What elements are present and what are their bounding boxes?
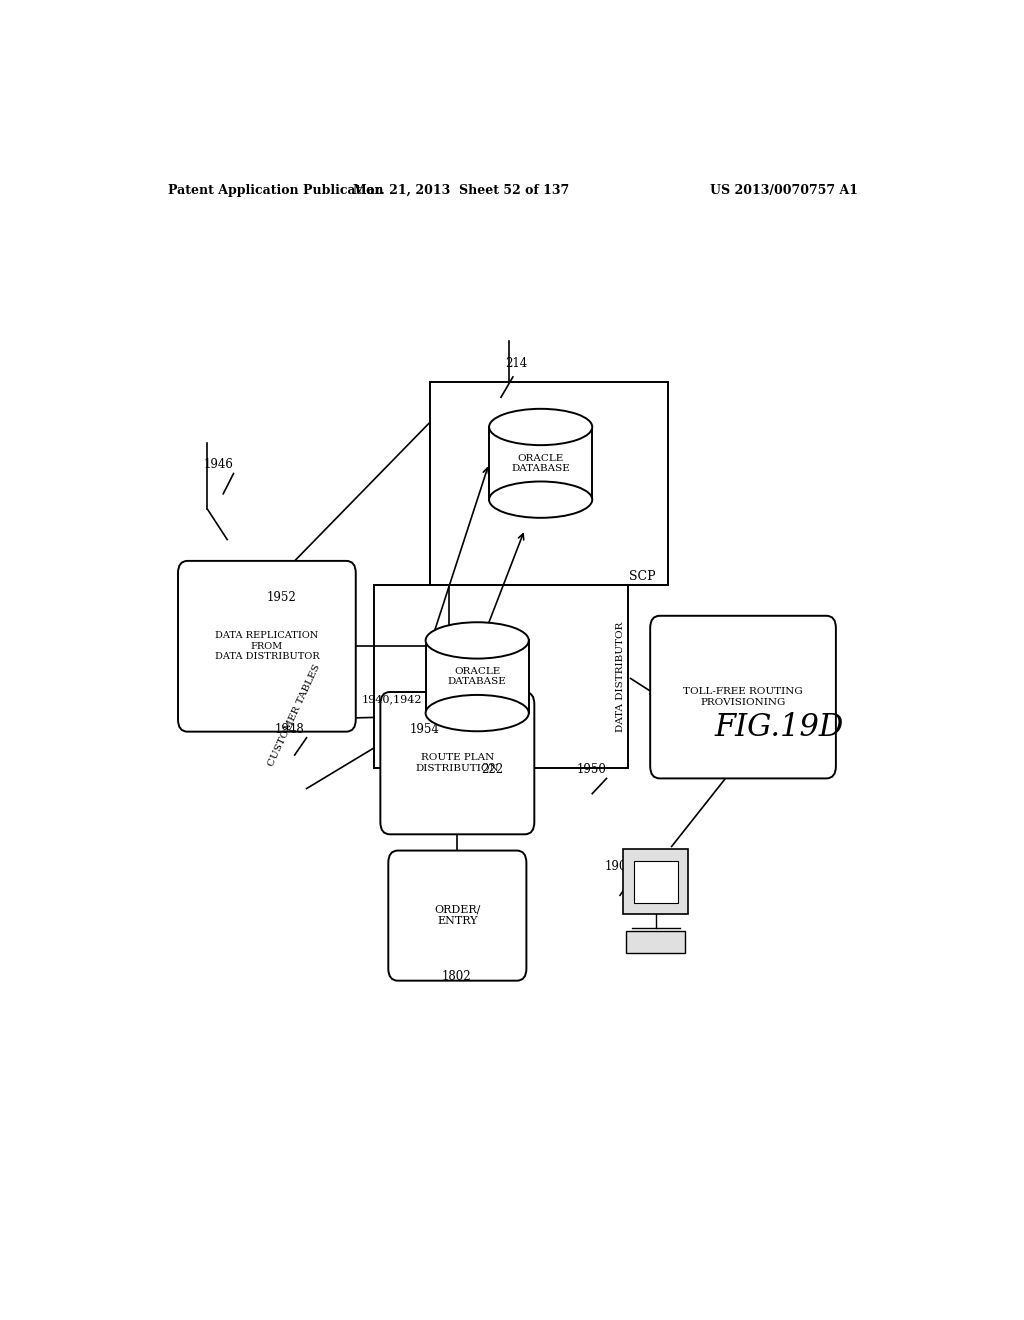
Text: SCP: SCP — [629, 570, 655, 583]
FancyBboxPatch shape — [380, 692, 535, 834]
FancyBboxPatch shape — [178, 561, 355, 731]
Text: DATA DISTRIBUTOR: DATA DISTRIBUTOR — [616, 622, 626, 733]
Bar — [634, 861, 678, 903]
Text: ROUTE PLAN
DISTRIBUTION: ROUTE PLAN DISTRIBUTION — [416, 754, 499, 772]
Ellipse shape — [489, 409, 592, 445]
Text: Patent Application Publication: Patent Application Publication — [168, 183, 383, 197]
Text: 1952: 1952 — [267, 590, 297, 603]
Bar — [489, 426, 592, 500]
Text: 1940,1942: 1940,1942 — [362, 694, 423, 704]
Text: 1954: 1954 — [410, 722, 439, 735]
Bar — [426, 640, 528, 713]
Text: Mar. 21, 2013  Sheet 52 of 137: Mar. 21, 2013 Sheet 52 of 137 — [353, 183, 569, 197]
Text: TOLL-FREE ROUTING
PROVISIONING: TOLL-FREE ROUTING PROVISIONING — [683, 688, 803, 706]
Text: CUSTOMER TABLES: CUSTOMER TABLES — [267, 663, 323, 768]
Text: 1950: 1950 — [577, 763, 606, 776]
Ellipse shape — [426, 694, 528, 731]
Text: DATA REPLICATION
FROM
DATA DISTRIBUTOR: DATA REPLICATION FROM DATA DISTRIBUTOR — [215, 631, 319, 661]
Text: 1948: 1948 — [274, 722, 304, 735]
Bar — [374, 585, 628, 768]
Text: FIG.19D: FIG.19D — [714, 711, 844, 743]
Text: 1946: 1946 — [204, 458, 233, 471]
Text: US 2013/0070757 A1: US 2013/0070757 A1 — [710, 183, 858, 197]
Text: ORACLE
DATABASE: ORACLE DATABASE — [447, 667, 507, 686]
Ellipse shape — [489, 482, 592, 517]
Bar — [430, 381, 668, 585]
Text: 214: 214 — [505, 356, 527, 370]
FancyBboxPatch shape — [388, 850, 526, 981]
FancyBboxPatch shape — [624, 849, 688, 913]
Text: ORACLE
DATABASE: ORACLE DATABASE — [511, 454, 570, 473]
Text: 1902: 1902 — [604, 859, 634, 873]
FancyBboxPatch shape — [650, 616, 836, 779]
FancyBboxPatch shape — [627, 931, 685, 953]
Text: 1802: 1802 — [441, 970, 471, 982]
Text: 222: 222 — [481, 763, 503, 776]
Text: ORDER/
ENTRY: ORDER/ ENTRY — [434, 904, 480, 927]
Ellipse shape — [426, 622, 528, 659]
